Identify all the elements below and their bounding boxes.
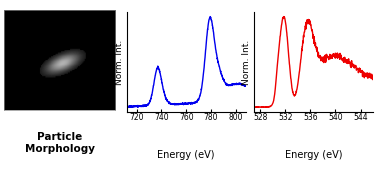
Text: Energy (eV): Energy (eV) <box>285 150 342 160</box>
Y-axis label: Norm. Int.: Norm. Int. <box>242 39 251 85</box>
Text: Energy (eV): Energy (eV) <box>157 150 215 160</box>
Text: Particle
Morphology: Particle Morphology <box>25 132 94 154</box>
Y-axis label: Norm. Int.: Norm. Int. <box>115 39 124 85</box>
